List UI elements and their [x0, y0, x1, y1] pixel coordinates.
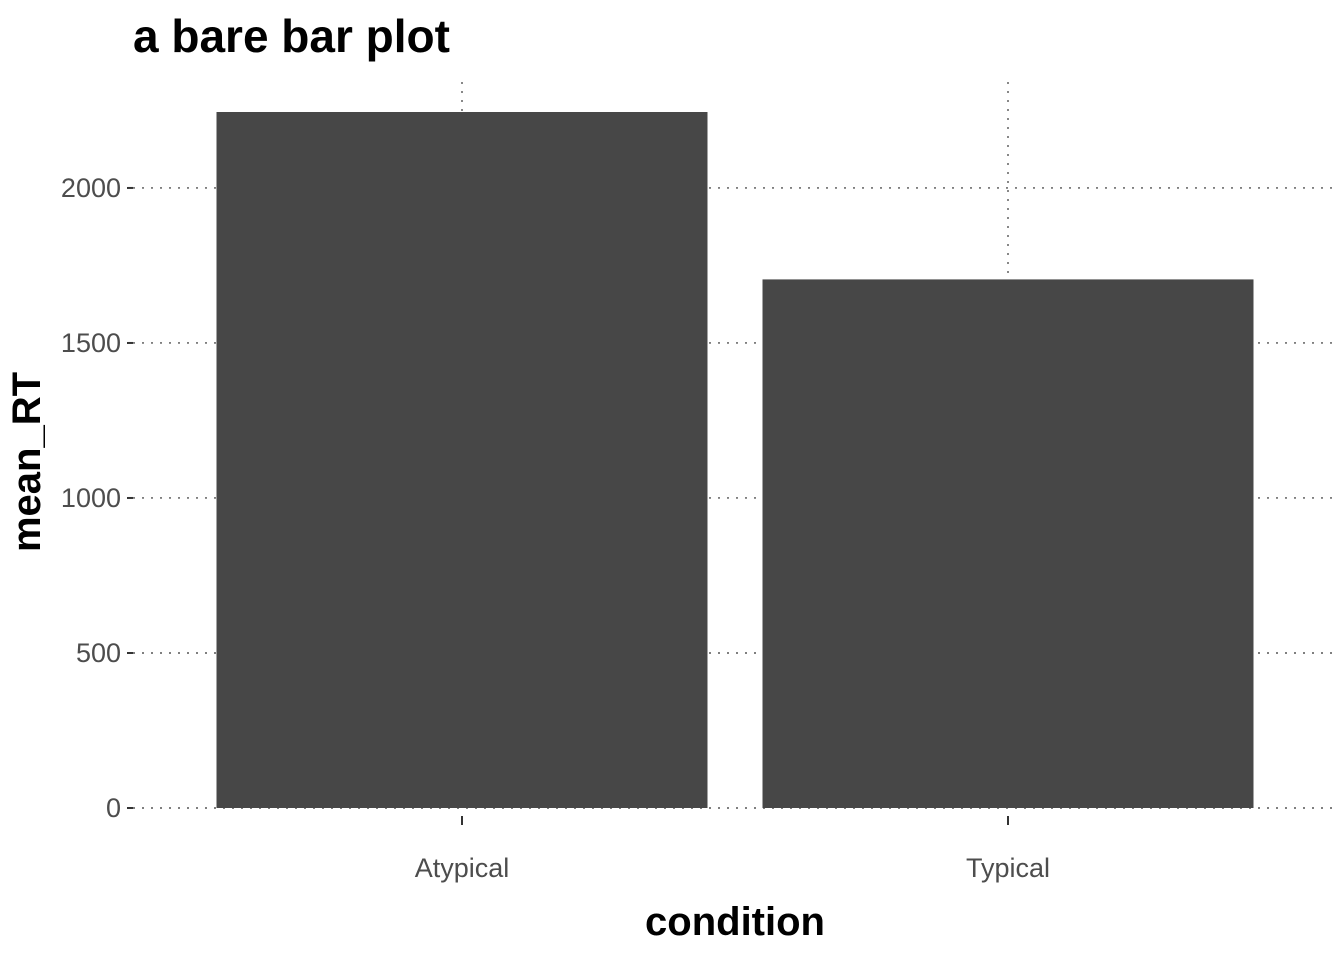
- y-tick-label: 0: [106, 793, 121, 823]
- tick-layer: [127, 186, 1009, 825]
- label-layer: 0 500 1000 1500 2000 Atypical Typical: [61, 173, 1050, 883]
- y-tick-label: 1000: [61, 483, 121, 513]
- x-tick-label: Typical: [966, 853, 1050, 883]
- y-tick-label: 500: [76, 638, 121, 668]
- y-tick-label: 1500: [61, 328, 121, 358]
- y-tick-label: 2000: [61, 173, 121, 203]
- bar-atypical: [216, 112, 708, 808]
- y-axis-title: mean_RT: [5, 372, 49, 552]
- x-axis-title: condition: [645, 900, 825, 944]
- chart-title: a bare bar plot: [133, 10, 450, 62]
- bar-layer: [216, 112, 1254, 809]
- x-tick-label: Atypical: [415, 853, 510, 883]
- bar-typical: [762, 279, 1254, 809]
